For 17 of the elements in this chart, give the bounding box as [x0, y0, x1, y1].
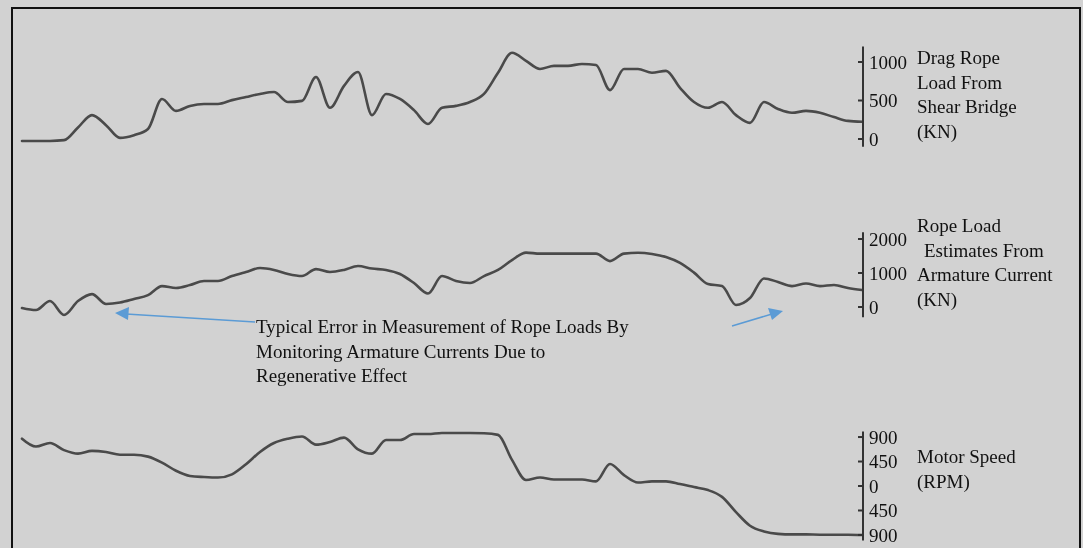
annotation: Typical Error in Measurement of Rope Loads By Monitoring Armature Currents Due to Regenerative Effect	[256, 316, 630, 386]
y-axis-title: Motor Speed (RPM)	[917, 446, 1017, 493]
y-tick-label: 450	[869, 451, 898, 473]
y-tick-label: 450	[869, 500, 898, 522]
y-tick-label: 1000	[869, 51, 907, 73]
line-series	[20, 251, 864, 317]
y-axis-title: Drag Rope Load From Shear Bridge (KN)	[917, 47, 1017, 143]
y-tick-label: 500	[869, 90, 898, 112]
y-tick-label: 2000	[869, 228, 907, 250]
line-series	[20, 51, 864, 143]
y-tick-label: 0	[869, 296, 879, 318]
y-tick-label: 900	[869, 426, 898, 448]
y-tick-label: 0	[869, 475, 879, 497]
y-tick-label: 1000	[869, 262, 907, 284]
y-tick-label: 900	[869, 524, 898, 546]
y-tick-label: 0	[869, 128, 879, 150]
y-axis-title: Rope Load Estimates From Armature Current (KN)	[917, 215, 1054, 311]
